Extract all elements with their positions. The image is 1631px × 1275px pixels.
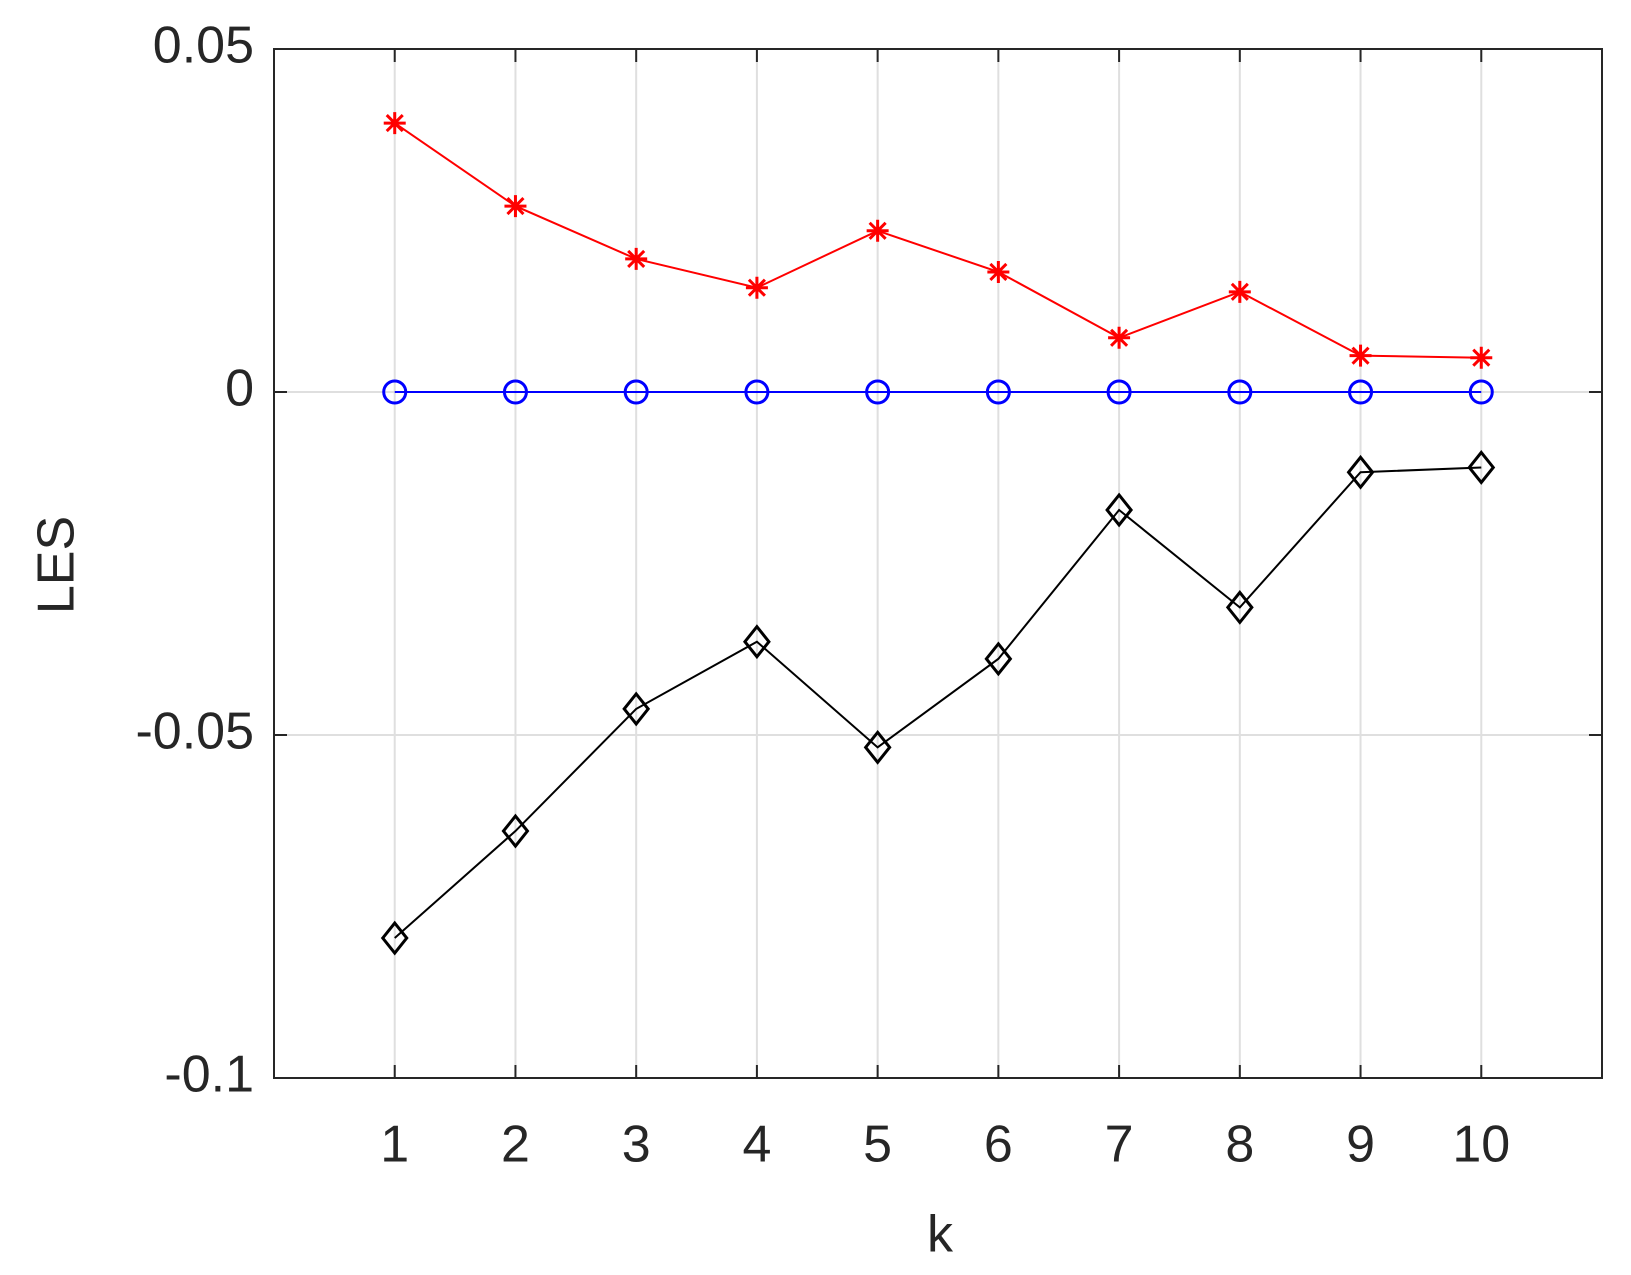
marker [984, 641, 1013, 677]
marker [985, 379, 1011, 405]
marker [382, 379, 408, 405]
marker [502, 379, 528, 405]
x-tick-label: 3 [622, 1116, 651, 1174]
marker [866, 219, 889, 242]
marker [622, 691, 651, 727]
x-axis-label: k [927, 1206, 954, 1264]
x-tick-label: 10 [1452, 1116, 1510, 1174]
marker [623, 379, 649, 405]
marker [865, 379, 891, 405]
x-tick-label: 6 [984, 1116, 1013, 1174]
marker [745, 276, 768, 299]
x-tick-label: 7 [1105, 1116, 1134, 1174]
marker [1228, 280, 1251, 303]
x-tick-label: 2 [501, 1116, 530, 1174]
marker [380, 920, 409, 956]
y-tick-label: -0.1 [164, 1046, 254, 1104]
marker [501, 813, 530, 849]
marker [504, 195, 527, 218]
marker [383, 112, 406, 135]
x-tick-label: 9 [1346, 1116, 1375, 1174]
marker [744, 379, 770, 405]
marker [1468, 379, 1494, 405]
marker [1470, 346, 1493, 369]
marker [1108, 326, 1131, 349]
y-axis-label: LES [28, 516, 86, 614]
marker [987, 260, 1010, 283]
y-tick-label: 0 [225, 360, 254, 418]
marker [1106, 379, 1132, 405]
marker [1225, 590, 1254, 625]
x-tick-label: 4 [742, 1116, 771, 1174]
marker [1346, 454, 1375, 490]
marker [1349, 344, 1372, 367]
marker [625, 247, 648, 270]
marker [1105, 492, 1134, 528]
marker [1227, 379, 1253, 405]
marker [1467, 450, 1496, 485]
line [394, 466, 1482, 939]
y-tick-label: -0.05 [135, 703, 254, 761]
y-tick-label: 0.05 [153, 17, 254, 75]
line [394, 122, 1482, 359]
x-tick-label: 1 [380, 1116, 409, 1174]
plot-frame [273, 48, 1603, 1079]
marker [863, 729, 892, 765]
marker [742, 624, 771, 660]
x-tick-label: 5 [863, 1116, 892, 1174]
marker [1348, 379, 1374, 405]
x-tick-label: 8 [1225, 1116, 1254, 1174]
